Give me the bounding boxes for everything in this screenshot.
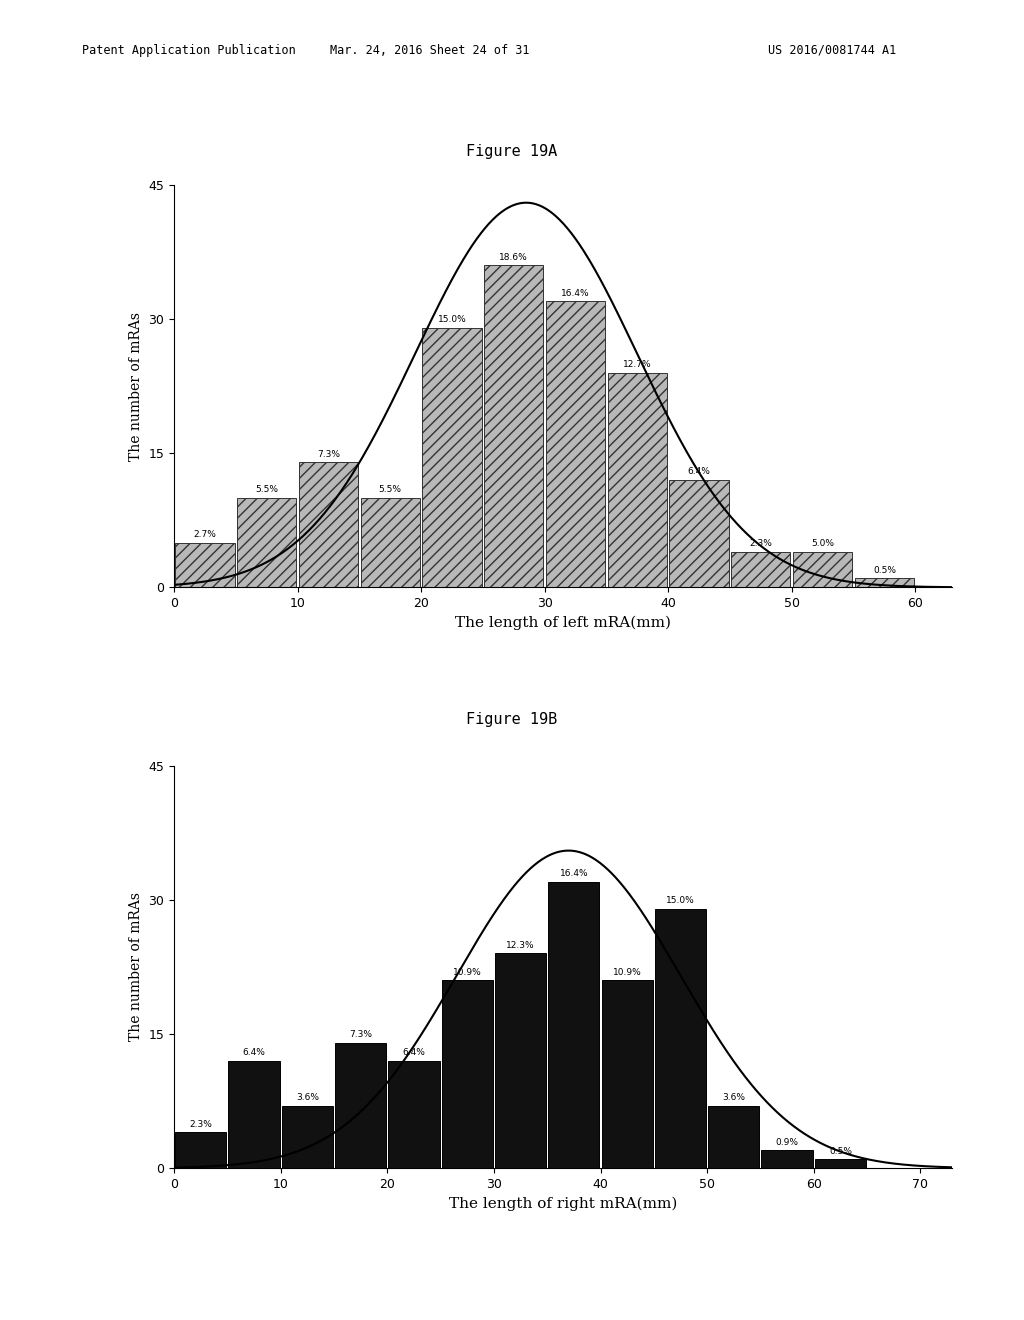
Text: US 2016/0081744 A1: US 2016/0081744 A1 xyxy=(768,44,896,57)
Text: 0.9%: 0.9% xyxy=(775,1138,799,1147)
Text: 5.5%: 5.5% xyxy=(379,486,401,495)
Text: 2.3%: 2.3% xyxy=(750,539,772,548)
Bar xyxy=(441,981,493,1168)
Text: 12.3%: 12.3% xyxy=(506,941,535,950)
Text: 6.4%: 6.4% xyxy=(402,1048,425,1057)
Text: 6.4%: 6.4% xyxy=(688,467,711,477)
Text: 3.6%: 3.6% xyxy=(722,1093,745,1102)
Text: 16.4%: 16.4% xyxy=(561,289,590,297)
Text: 10.9%: 10.9% xyxy=(453,968,481,977)
Bar xyxy=(388,1061,439,1168)
Bar xyxy=(607,372,667,587)
Text: Figure 19A: Figure 19A xyxy=(466,144,558,160)
Text: 2.7%: 2.7% xyxy=(194,531,216,539)
Text: 16.4%: 16.4% xyxy=(559,870,588,878)
Bar xyxy=(601,981,652,1168)
Bar xyxy=(238,498,296,587)
Text: 3.6%: 3.6% xyxy=(296,1093,318,1102)
Text: Mar. 24, 2016 Sheet 24 of 31: Mar. 24, 2016 Sheet 24 of 31 xyxy=(331,44,529,57)
Bar xyxy=(762,1150,813,1168)
Bar xyxy=(484,265,544,587)
Text: 5.0%: 5.0% xyxy=(811,539,835,548)
Text: 0.5%: 0.5% xyxy=(828,1147,852,1156)
Bar xyxy=(709,1106,760,1168)
Bar xyxy=(793,552,852,587)
Bar xyxy=(670,480,729,587)
Bar xyxy=(282,1106,333,1168)
Text: 12.7%: 12.7% xyxy=(623,360,651,370)
Bar xyxy=(422,327,481,587)
Text: 7.3%: 7.3% xyxy=(317,450,340,458)
X-axis label: The length of right mRA(mm): The length of right mRA(mm) xyxy=(449,1196,678,1210)
Bar xyxy=(495,953,546,1168)
Text: 6.4%: 6.4% xyxy=(243,1048,265,1057)
Text: 0.5%: 0.5% xyxy=(872,566,896,576)
Bar xyxy=(335,1043,386,1168)
Text: 5.5%: 5.5% xyxy=(255,486,279,495)
Text: 2.3%: 2.3% xyxy=(189,1119,212,1129)
X-axis label: The length of left mRA(mm): The length of left mRA(mm) xyxy=(456,615,671,630)
Bar xyxy=(228,1061,280,1168)
Bar xyxy=(546,301,605,587)
Text: 10.9%: 10.9% xyxy=(612,968,642,977)
Text: 7.3%: 7.3% xyxy=(349,1031,372,1039)
Y-axis label: The number of mRAs: The number of mRAs xyxy=(129,312,143,461)
Text: Figure 19B: Figure 19B xyxy=(466,711,558,727)
Bar xyxy=(731,552,791,587)
Bar xyxy=(175,543,234,587)
Bar xyxy=(815,1159,866,1168)
Bar xyxy=(175,1133,226,1168)
Bar xyxy=(299,462,358,587)
Bar xyxy=(548,882,599,1168)
Text: Patent Application Publication: Patent Application Publication xyxy=(82,44,296,57)
Text: 15.0%: 15.0% xyxy=(437,315,466,325)
Text: 15.0%: 15.0% xyxy=(666,896,695,906)
Bar xyxy=(855,578,914,587)
Text: 18.6%: 18.6% xyxy=(500,252,528,261)
Y-axis label: The number of mRAs: The number of mRAs xyxy=(129,892,143,1041)
Bar xyxy=(655,908,707,1168)
Bar xyxy=(360,498,420,587)
